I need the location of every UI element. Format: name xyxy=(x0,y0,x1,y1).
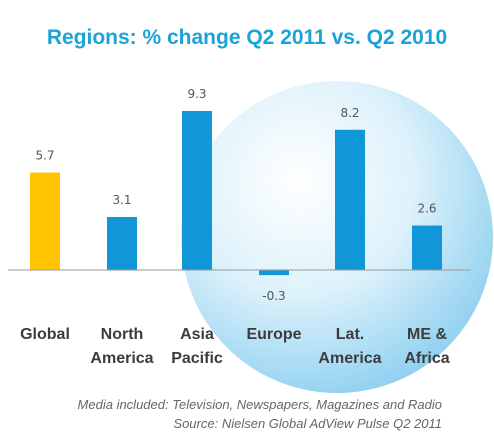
category-label: Africa xyxy=(404,350,449,367)
bar xyxy=(412,225,442,270)
category-label: North xyxy=(101,326,144,343)
value-label: 2.6 xyxy=(417,202,436,216)
category-label: Asia xyxy=(180,326,214,343)
category-label: Lat. xyxy=(336,326,364,343)
value-label: -0.3 xyxy=(262,289,285,303)
bar xyxy=(182,110,212,270)
value-label: 5.7 xyxy=(35,149,54,163)
bar-group xyxy=(30,110,442,276)
bar xyxy=(259,270,289,276)
source-note: Source: Nielsen Global AdView Pulse Q2 2… xyxy=(173,416,442,431)
bar xyxy=(335,129,365,270)
value-label: 8.2 xyxy=(340,106,359,120)
media-note: Media included: Television, Newspapers, … xyxy=(78,397,442,412)
category-label: Global xyxy=(20,326,70,343)
category-label: ME & xyxy=(407,326,447,343)
bar xyxy=(107,216,137,270)
value-label: 9.3 xyxy=(187,87,206,101)
category-label: Pacific xyxy=(171,350,223,367)
category-label: America xyxy=(318,350,381,367)
value-label: 3.1 xyxy=(112,193,131,207)
bar xyxy=(30,172,60,270)
chart-title: Regions: % change Q2 2011 vs. Q2 2010 xyxy=(47,26,447,49)
value-label-group: 5.7 3.1 9.3 -0.3 8.2 2.6 xyxy=(35,87,436,303)
category-label-group: Global North America Asia Pacific Europe Lat. A… xyxy=(20,326,450,367)
category-label: America xyxy=(90,350,153,367)
category-label: Europe xyxy=(246,326,301,343)
